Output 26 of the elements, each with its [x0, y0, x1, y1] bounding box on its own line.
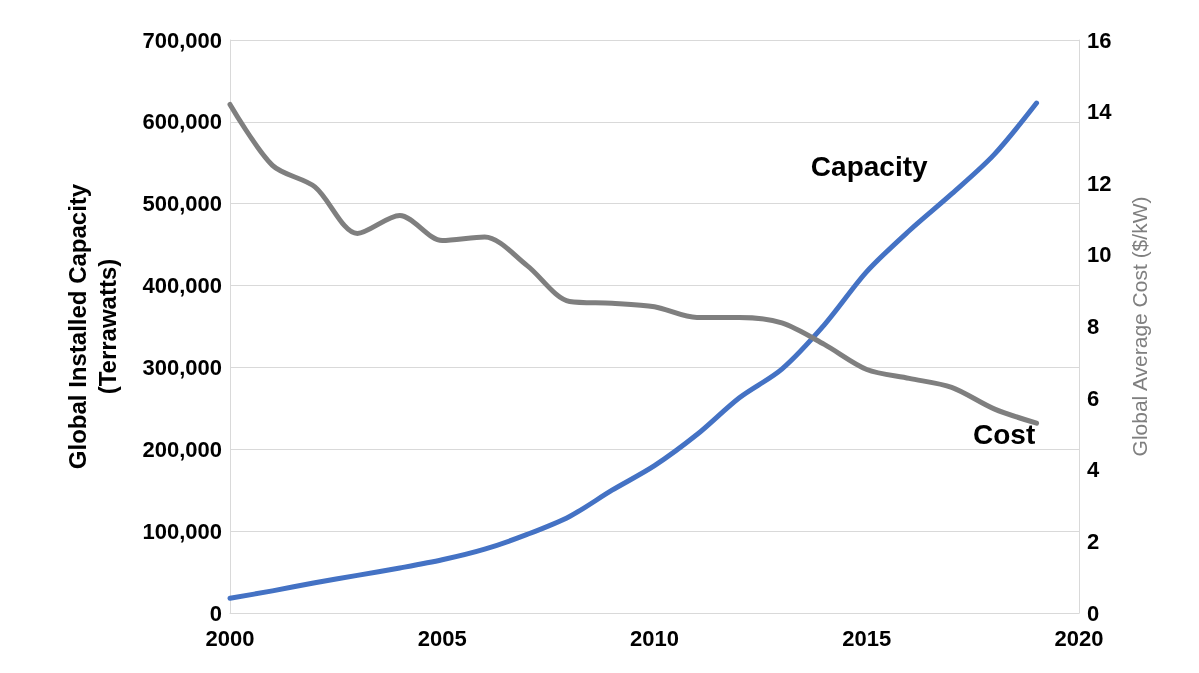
series-label: Capacity [810, 151, 928, 183]
y-axis-title: Global Installed Capacity (Terrawatts) [63, 183, 121, 470]
y-tick-label: 700,000 [142, 27, 222, 53]
y2-tick-label: 2 [1087, 528, 1100, 554]
x-tick-label: 2020 [1054, 625, 1104, 651]
y2-tick-label: 6 [1087, 385, 1100, 411]
y2-tick-label: 0 [1087, 600, 1100, 626]
y2-tick-label: 14 [1087, 99, 1113, 125]
y-tick-label: 200,000 [142, 436, 222, 462]
y2-tick-label: 10 [1087, 242, 1112, 268]
x-tick-label: 2000 [205, 625, 255, 651]
y2-tick-label: 16 [1087, 27, 1112, 53]
y2-tick-label: 4 [1087, 457, 1100, 483]
y-tick-label: 400,000 [142, 273, 222, 299]
y2-tick-label: 8 [1087, 314, 1100, 339]
series-label: Cost [972, 419, 1036, 451]
x-tick-label: 2010 [630, 625, 679, 651]
y-tick-label: 100,000 [142, 518, 222, 544]
y2-axis-title: Global Average Cost ($/kW) [1127, 196, 1151, 457]
y-tick-label: 300,000 [142, 354, 222, 380]
x-tick-label: 2005 [417, 625, 467, 651]
y2-tick-label: 12 [1087, 170, 1112, 196]
y-tick-label: 500,000 [142, 191, 222, 217]
y-tick-label: 600,000 [142, 109, 222, 135]
y-tick-label: 0 [209, 600, 222, 626]
x-tick-label: 2015 [842, 625, 892, 651]
